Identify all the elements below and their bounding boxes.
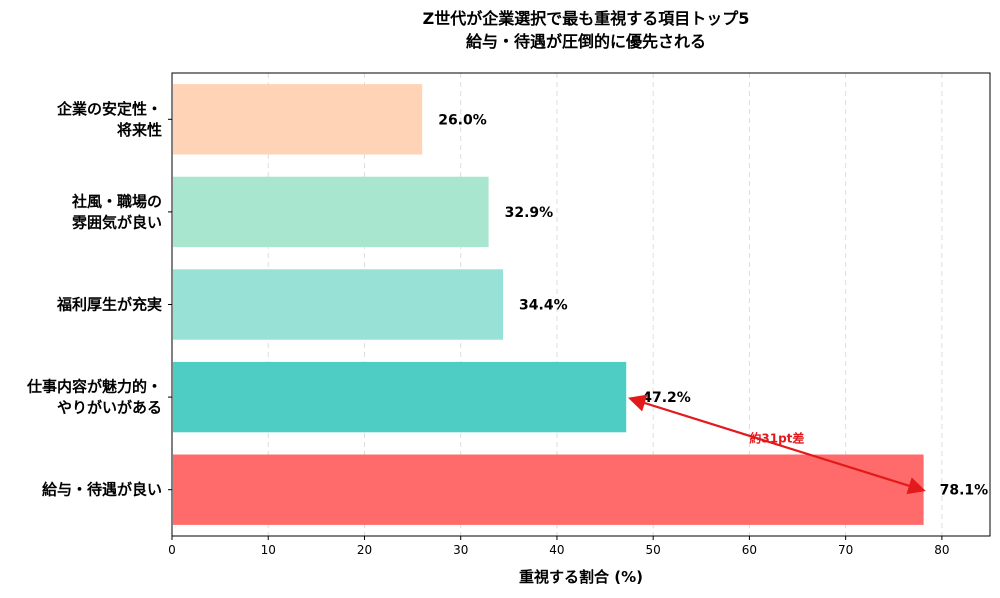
y-tick-label: 企業の安定性・ [56, 100, 162, 118]
y-tick-label: 仕事内容が魅力的・ [26, 378, 162, 396]
x-tick-label: 30 [453, 543, 468, 557]
data-label: 34.4% [519, 298, 568, 314]
bar [173, 454, 924, 525]
bar [173, 84, 423, 155]
y-tick-label: 将来性 [117, 121, 162, 139]
bar [173, 269, 504, 340]
y-tick-label: 雰囲気が良い [72, 213, 162, 231]
difference-arrow [628, 394, 926, 495]
data-label: 26.0% [438, 112, 487, 128]
x-tick-label: 70 [838, 543, 853, 557]
x-tick-label: 20 [357, 543, 372, 557]
x-tick-label: 10 [261, 543, 276, 557]
y-tick-label: 給与・待遇が良い [42, 481, 162, 499]
y-tick-label: 社風・職場の [71, 192, 162, 210]
x-tick-label: 40 [549, 543, 564, 557]
data-label: 32.9% [505, 205, 554, 221]
x-tick-label: 80 [934, 543, 949, 557]
chart-title-line1: Z世代が企業選択で最も重視する項目トップ5 [423, 9, 750, 28]
bar [173, 361, 627, 433]
y-tick-label: やりがいがある [57, 399, 162, 417]
annotation-text: 約31pt差 [749, 430, 804, 445]
x-tick-label: 60 [742, 543, 757, 557]
data-label: 78.1% [940, 483, 989, 499]
x-tick-label: 0 [168, 543, 176, 557]
x-tick-label: 50 [646, 543, 661, 557]
y-tick-label: 福利厚生が充実 [56, 296, 162, 314]
chart-title-line2: 給与・待遇が圧倒的に優先される [466, 32, 706, 51]
x-axis-label: 重視する割合 (%) [519, 568, 643, 586]
bar [173, 176, 489, 248]
